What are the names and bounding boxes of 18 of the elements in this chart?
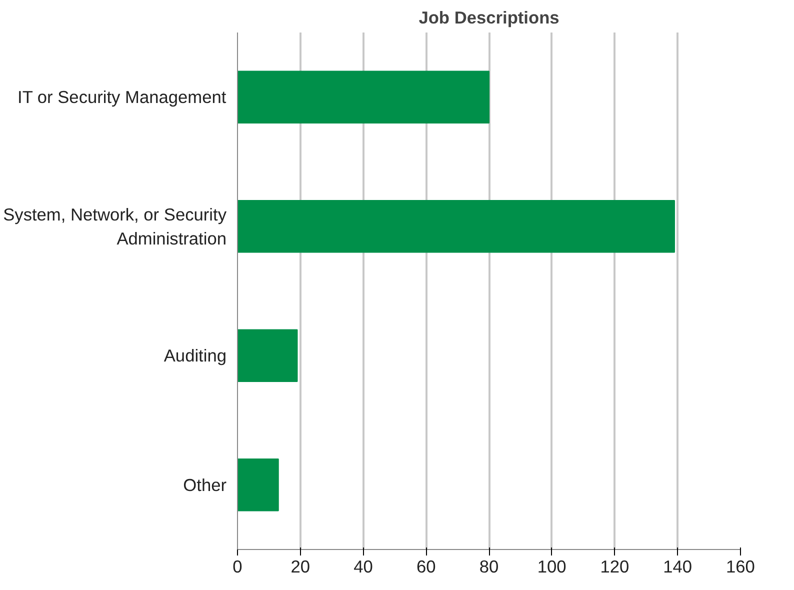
bar bbox=[238, 329, 298, 382]
x-tick-label: 40 bbox=[354, 556, 373, 576]
chart-title: Job Descriptions bbox=[418, 8, 560, 28]
bar bbox=[238, 70, 490, 124]
x-tick-label: 20 bbox=[290, 556, 310, 576]
x-tick-label: 140 bbox=[663, 556, 692, 576]
y-tick-label: Other bbox=[183, 474, 227, 495]
y-tick-label: IT or Security Management bbox=[18, 87, 226, 108]
x-tick-label: 100 bbox=[537, 556, 566, 576]
x-tick-label: 0 bbox=[232, 556, 242, 576]
x-tick-label: 120 bbox=[600, 556, 630, 576]
x-tick-label: 60 bbox=[416, 556, 436, 576]
x-tick-label: 160 bbox=[726, 556, 755, 576]
bar bbox=[238, 458, 279, 512]
x-tick-label: 80 bbox=[479, 556, 499, 576]
y-tick-label: Auditing bbox=[164, 346, 227, 366]
y-tick-label: System, Network, or Security Administration bbox=[3, 204, 227, 248]
bar bbox=[238, 200, 675, 253]
